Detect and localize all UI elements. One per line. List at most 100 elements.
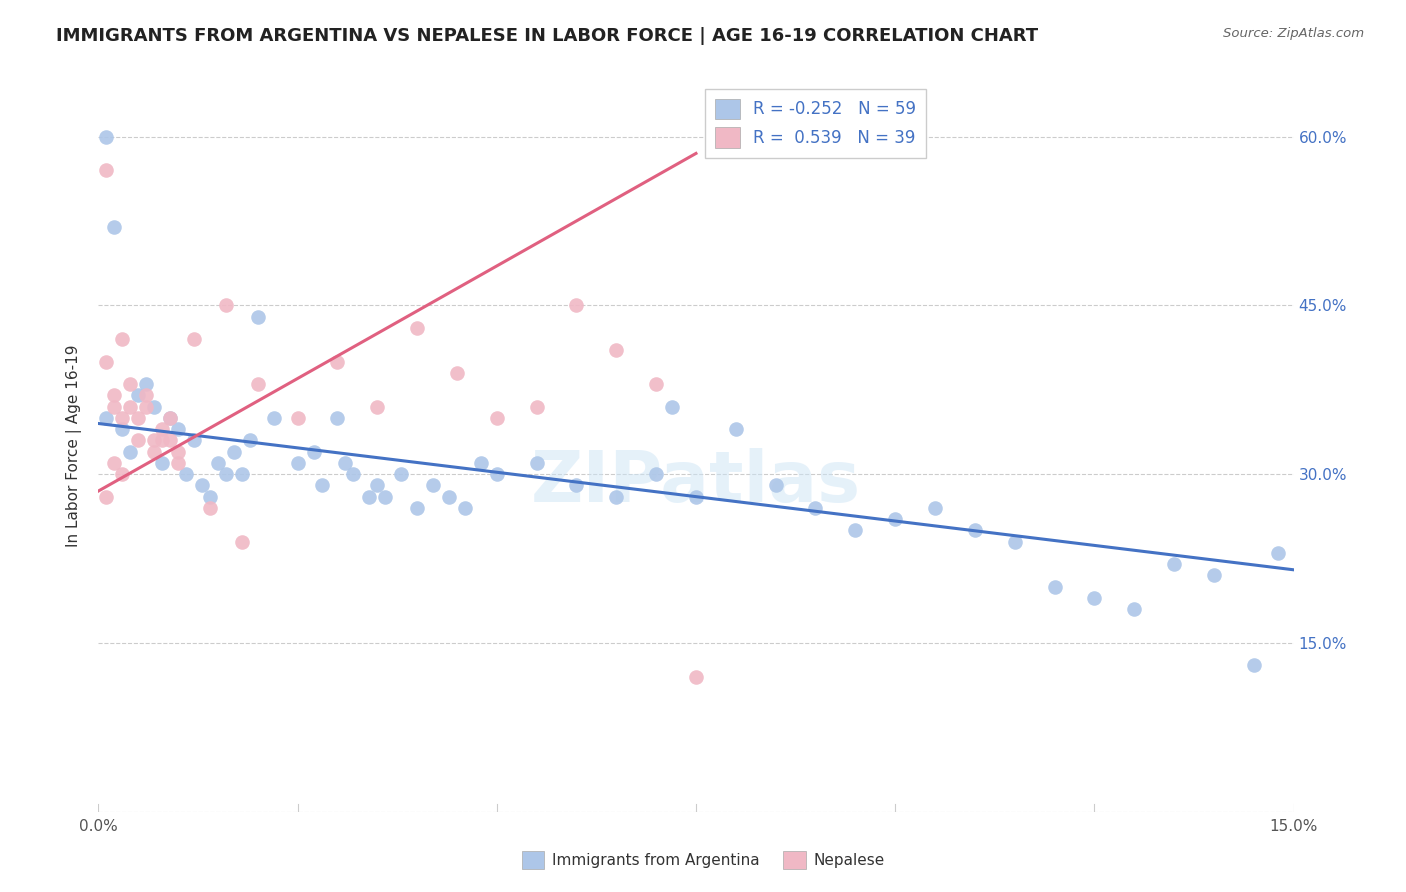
Point — [96, 129, 118, 144]
Point — [198, 490, 221, 504]
Point — [1004, 534, 1026, 549]
Point — [765, 478, 787, 492]
Point — [359, 490, 381, 504]
Point — [1043, 580, 1066, 594]
Point — [222, 444, 245, 458]
Point — [159, 434, 181, 448]
Point — [685, 490, 707, 504]
Point — [215, 467, 238, 482]
Point — [111, 410, 134, 425]
Point — [191, 478, 214, 492]
Point — [685, 670, 707, 684]
Point — [446, 366, 468, 380]
Point — [804, 500, 827, 515]
Point — [96, 163, 118, 178]
Point — [159, 410, 181, 425]
Point — [406, 321, 429, 335]
Point — [844, 524, 866, 538]
Point — [143, 444, 166, 458]
Point — [167, 422, 190, 436]
Point — [143, 434, 166, 448]
Point — [302, 444, 325, 458]
Point — [1202, 568, 1225, 582]
Point — [661, 400, 683, 414]
Point — [120, 444, 142, 458]
Point — [111, 332, 134, 346]
Point — [326, 410, 349, 425]
Point — [207, 456, 229, 470]
Point — [326, 354, 349, 368]
Point — [150, 422, 173, 436]
Point — [454, 500, 477, 515]
Point — [263, 410, 285, 425]
Point — [120, 400, 142, 414]
Text: IMMIGRANTS FROM ARGENTINA VS NEPALESE IN LABOR FORCE | AGE 16-19 CORRELATION CHA: IMMIGRANTS FROM ARGENTINA VS NEPALESE IN… — [56, 27, 1039, 45]
Point — [1267, 546, 1289, 560]
Point — [645, 467, 668, 482]
Text: ZIPatlas: ZIPatlas — [531, 448, 860, 517]
Point — [96, 490, 118, 504]
Point — [470, 456, 492, 470]
Point — [111, 422, 134, 436]
Point — [103, 456, 125, 470]
Point — [1243, 658, 1265, 673]
Point — [311, 478, 333, 492]
Point — [127, 410, 149, 425]
Point — [198, 500, 221, 515]
Point — [103, 388, 125, 402]
Point — [565, 298, 588, 312]
Point — [1123, 602, 1146, 616]
Point — [1163, 557, 1185, 571]
Point — [96, 410, 118, 425]
Point — [135, 400, 157, 414]
Point — [150, 456, 173, 470]
Point — [287, 410, 309, 425]
Point — [884, 512, 907, 526]
Point — [605, 343, 627, 358]
Text: Source: ZipAtlas.com: Source: ZipAtlas.com — [1223, 27, 1364, 40]
Point — [231, 467, 253, 482]
Point — [150, 434, 173, 448]
Point — [231, 534, 253, 549]
Point — [167, 444, 190, 458]
Point — [143, 400, 166, 414]
Point — [127, 388, 149, 402]
Point — [215, 298, 238, 312]
Point — [342, 467, 364, 482]
Point — [174, 467, 197, 482]
Point — [526, 400, 548, 414]
Y-axis label: In Labor Force | Age 16-19: In Labor Force | Age 16-19 — [66, 344, 83, 548]
Point — [335, 456, 357, 470]
Point — [924, 500, 946, 515]
Legend: Immigrants from Argentina, Nepalese: Immigrants from Argentina, Nepalese — [516, 845, 890, 875]
Point — [645, 377, 668, 392]
Point — [389, 467, 412, 482]
Point — [127, 434, 149, 448]
Point — [103, 219, 125, 234]
Point — [159, 410, 181, 425]
Point — [135, 377, 157, 392]
Point — [485, 410, 508, 425]
Point — [120, 377, 142, 392]
Point — [183, 434, 205, 448]
Point — [963, 524, 986, 538]
Point — [526, 456, 548, 470]
Point — [96, 354, 118, 368]
Point — [366, 400, 388, 414]
Point — [485, 467, 508, 482]
Point — [246, 310, 269, 324]
Point — [565, 478, 588, 492]
Point — [111, 467, 134, 482]
Point — [366, 478, 388, 492]
Point — [287, 456, 309, 470]
Point — [605, 490, 627, 504]
Point — [1083, 591, 1105, 605]
Point — [437, 490, 460, 504]
Point — [167, 456, 190, 470]
Point — [724, 422, 747, 436]
Point — [246, 377, 269, 392]
Point — [239, 434, 262, 448]
Point — [135, 388, 157, 402]
Point — [183, 332, 205, 346]
Legend: R = -0.252   N = 59, R =  0.539   N = 39: R = -0.252 N = 59, R = 0.539 N = 39 — [704, 88, 927, 158]
